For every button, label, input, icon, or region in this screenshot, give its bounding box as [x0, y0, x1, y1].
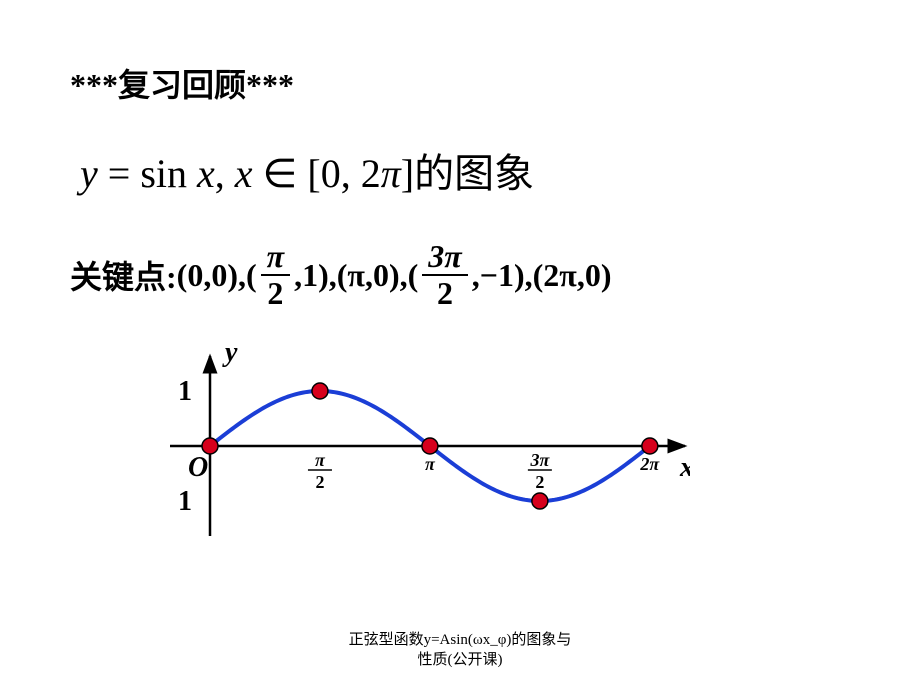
keypoints-label: 关键点:: [70, 252, 177, 298]
footer-line1: 正弦型函数y=Asin(ωx_φ)的图象与: [0, 631, 920, 651]
svg-text:1: 1: [178, 486, 192, 517]
kp-p3-close: ,−1),: [472, 257, 533, 294]
eq-domvar: x: [235, 151, 253, 196]
kp-p3-num: 3π: [422, 239, 467, 276]
kp-p1-num: π: [261, 239, 290, 276]
eq-comma: ,: [215, 151, 235, 196]
eq-var: x: [197, 151, 215, 196]
review-heading: ***复习回顾***: [70, 60, 850, 106]
svg-text:2: 2: [315, 472, 324, 492]
eq-tail: 的图象: [414, 151, 534, 196]
sine-chart: 11π2π3π22πyxO: [130, 336, 850, 571]
keypoints-line: 关键点: (0,0), ( π 2 ,1), (π,0), ( 3π 2 ,−1…: [70, 239, 850, 311]
eq-intclose: ]: [401, 151, 414, 196]
kp-p3-frac: 3π 2: [422, 239, 467, 311]
svg-text:2: 2: [535, 472, 544, 492]
equation: y = sin x, x ∈ [0, 2π]的图象: [80, 141, 850, 199]
eq-lhs: y: [80, 151, 98, 196]
svg-text:x: x: [679, 452, 690, 483]
eq-fn: sin: [140, 151, 197, 196]
kp-p4: (2π,0): [533, 257, 612, 294]
svg-text:O: O: [188, 452, 208, 483]
footer-line2: 性质(公开课): [0, 651, 920, 671]
kp-p2: (π,0),: [337, 257, 408, 294]
kp-p3-open: (: [408, 257, 419, 294]
kp-p3-den: 2: [431, 276, 459, 311]
kp-p1-den: 2: [261, 276, 289, 311]
eq-eq: =: [98, 151, 141, 196]
svg-text:1: 1: [178, 376, 192, 407]
kp-p1-close: ,1),: [294, 257, 337, 294]
svg-text:3π: 3π: [529, 450, 550, 470]
kp-p1-frac: π 2: [261, 239, 290, 311]
svg-text:y: y: [222, 337, 238, 368]
eq-intopen: [0, 2: [307, 151, 380, 196]
svg-text:2π: 2π: [639, 454, 660, 474]
kp-p0: (0,0),: [177, 257, 246, 294]
eq-in: ∈: [253, 151, 308, 196]
kp-p1-open: (: [246, 257, 257, 294]
slide-footer: 正弦型函数y=Asin(ωx_φ)的图象与 性质(公开课): [0, 631, 920, 670]
svg-text:π: π: [315, 450, 326, 470]
eq-pi: π: [381, 151, 401, 196]
svg-text:π: π: [425, 454, 436, 474]
